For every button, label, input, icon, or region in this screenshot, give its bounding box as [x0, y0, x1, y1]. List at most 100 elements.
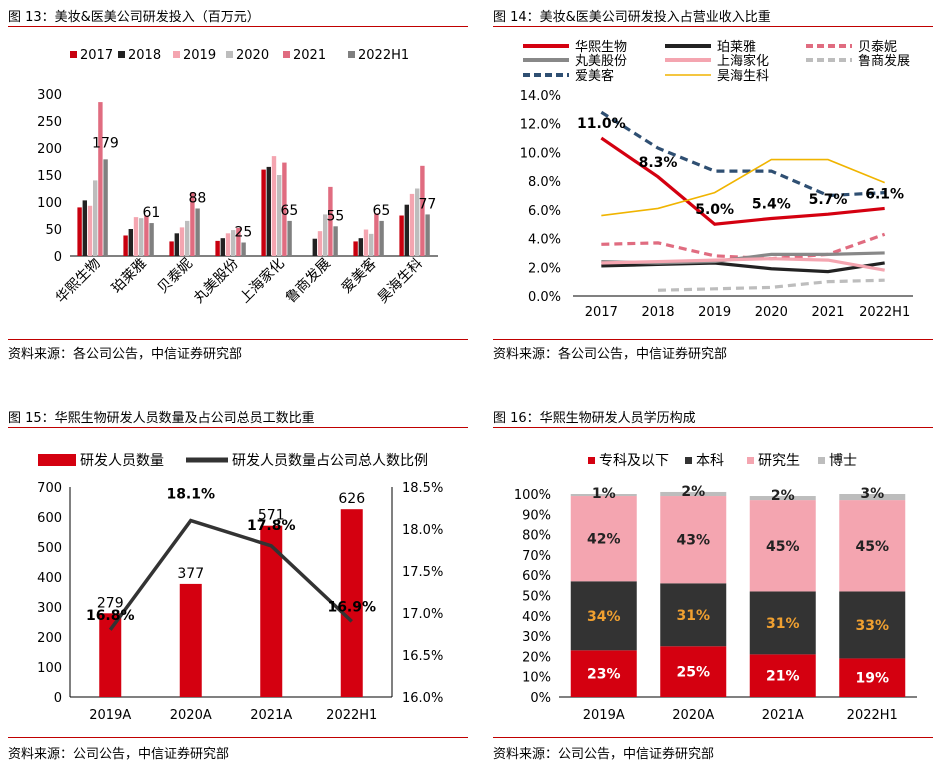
fig16-bar-segment [570, 496, 637, 582]
fig16-bar-segment [660, 496, 727, 584]
fig14-series-line [601, 158, 885, 217]
fig13-category-label: 珀莱雅 [109, 256, 150, 297]
fig16-xtick-label: 2022H1 [847, 708, 898, 723]
fig15-title-rule [8, 427, 468, 428]
fig13-legend-swatch [173, 51, 180, 58]
fig13-legend-label: 2018 [128, 48, 161, 63]
fig14-legend-label: 鲁商发展 [858, 53, 910, 69]
fig13-data-label: 179 [92, 135, 119, 151]
fig13-bar [277, 175, 282, 256]
fig13-bar [425, 214, 430, 256]
fig13-bar [404, 204, 409, 256]
fig16-legend-swatch [588, 457, 595, 464]
fig13-bar [174, 233, 179, 256]
fig13-title: 图 13：美妆&医美公司研发投入（百万元） [8, 10, 260, 25]
fig13-bar [420, 165, 425, 256]
fig14-series-line [601, 261, 885, 274]
fig13-title-rule [8, 26, 468, 27]
fig15-xtick-label: 2019A [89, 708, 131, 723]
fig13-legend-swatch [118, 51, 125, 58]
fig13-bar [103, 159, 108, 256]
panel-fig13: 图 13：美妆&医美公司研发投入（百万元） 2017 2018 2019 2020 20… [8, 6, 468, 370]
fig13-bar [409, 193, 415, 256]
fig14-ytick-label: 6.0% [528, 204, 561, 219]
fig13-bar [317, 231, 323, 256]
fig15-bar [340, 509, 363, 697]
fig15-y2tick-label: 18.0% [402, 523, 443, 538]
fig13-category-label: 昊海生科 [375, 256, 426, 307]
fig16-bar-segment [570, 650, 637, 697]
fig14-title-rule [493, 26, 933, 27]
fig16-segment-label: 1% [592, 486, 616, 502]
fig13-bar [241, 242, 246, 256]
fig16-ytick-label: 40% [522, 610, 551, 625]
fig13-bar [149, 223, 154, 256]
fig13-bar [415, 188, 420, 256]
fig16-bar-segment [749, 654, 816, 697]
fig13-bar [220, 238, 225, 256]
fig15-y2tick-label: 17.5% [402, 565, 443, 580]
fig15-ytick-label: 300 [37, 601, 62, 616]
fig14-ytick-label: 2.0% [528, 261, 561, 276]
fig14-legend-label: 上海家化 [717, 53, 769, 69]
fig13-bar [144, 215, 149, 256]
fig15-bar [99, 613, 122, 697]
fig16-ytick-label: 10% [522, 671, 551, 686]
fig14-xtick-label: 2017 [585, 305, 618, 320]
fig16-bar-segment [660, 491, 727, 497]
fig16-legend-label: 博士 [829, 452, 857, 469]
fig13-category-label: 鲁商发展 [283, 256, 334, 307]
fig13-ytick-label: 0 [54, 250, 62, 265]
fig16-legend-swatch [747, 457, 754, 464]
fig14-series-line [601, 257, 885, 272]
fig13-legend-label: 2017 [80, 48, 113, 63]
fig15-legend-label: 研发人员数量占公司总人数比例 [232, 453, 428, 469]
fig14-ytick-label: 8.0% [528, 175, 561, 190]
fig14-ytick-label: 0.0% [528, 290, 561, 305]
fig15-ytick-label: 400 [37, 571, 62, 586]
fig13-legend-swatch [348, 51, 355, 58]
fig14-ytick-label: 12.0% [520, 118, 561, 133]
fig15-legend-swatch [38, 454, 76, 466]
fig13-data-label: 65 [372, 203, 390, 219]
fig16-ytick-label: 20% [522, 650, 551, 665]
fig13-bar [312, 238, 317, 256]
fig16-bottom-rule [493, 737, 933, 738]
fig16-ytick-label: 50% [522, 590, 551, 605]
fig13-legend-label: 2021 [293, 48, 326, 63]
fig13-bar [93, 180, 98, 256]
fig13-bar [323, 214, 328, 256]
fig13-bar [282, 162, 287, 256]
fig13-bar [179, 227, 185, 256]
fig15-ytick-label: 700 [37, 481, 62, 496]
fig13-bar [195, 208, 200, 256]
fig13-bar [271, 156, 277, 256]
fig13-bar [169, 241, 174, 256]
fig14-series-line [600, 136, 885, 226]
fig16-bar-segment [749, 500, 816, 592]
fig16-bar-segment [660, 583, 727, 647]
fig15-ytick-label: 0 [54, 691, 62, 706]
fig16-bar-segment [749, 496, 816, 501]
panel-fig14: 图 14：美妆&医美公司研发投入占营业收入比重 华熙生物 珀莱雅 贝泰妮 丸美股份 上海… [493, 6, 933, 370]
fig16-segment-label: 19% [855, 671, 889, 687]
fig15-bar-label: 279 [97, 595, 124, 611]
fig16-ytick-label: 70% [522, 549, 551, 564]
fig16-bar-segment [839, 591, 906, 659]
fig13-bar [185, 220, 190, 256]
fig13-bar [236, 227, 241, 256]
fig13-data-label: 55 [326, 208, 344, 224]
fig16-ytick-label: 80% [522, 529, 551, 544]
fig14-series-line [657, 278, 885, 292]
fig15-title: 图 15：华熙生物研发人员数量及占公司总员工数比重 [8, 411, 315, 426]
fig16-segment-label: 34% [587, 609, 621, 625]
fig13-source: 资料来源：各公司公告，中信证券研究部 [8, 347, 243, 362]
fig15-y2tick-label: 16.5% [402, 649, 443, 664]
fig14-legend-label: 丸美股份 [575, 54, 627, 69]
fig16-xtick-label: 2020A [672, 708, 714, 723]
fig15-xtick-label: 2022H1 [326, 708, 377, 723]
fig16-bar-segment [839, 500, 906, 592]
fig13-bar [369, 233, 374, 256]
fig13-bar [353, 241, 358, 256]
